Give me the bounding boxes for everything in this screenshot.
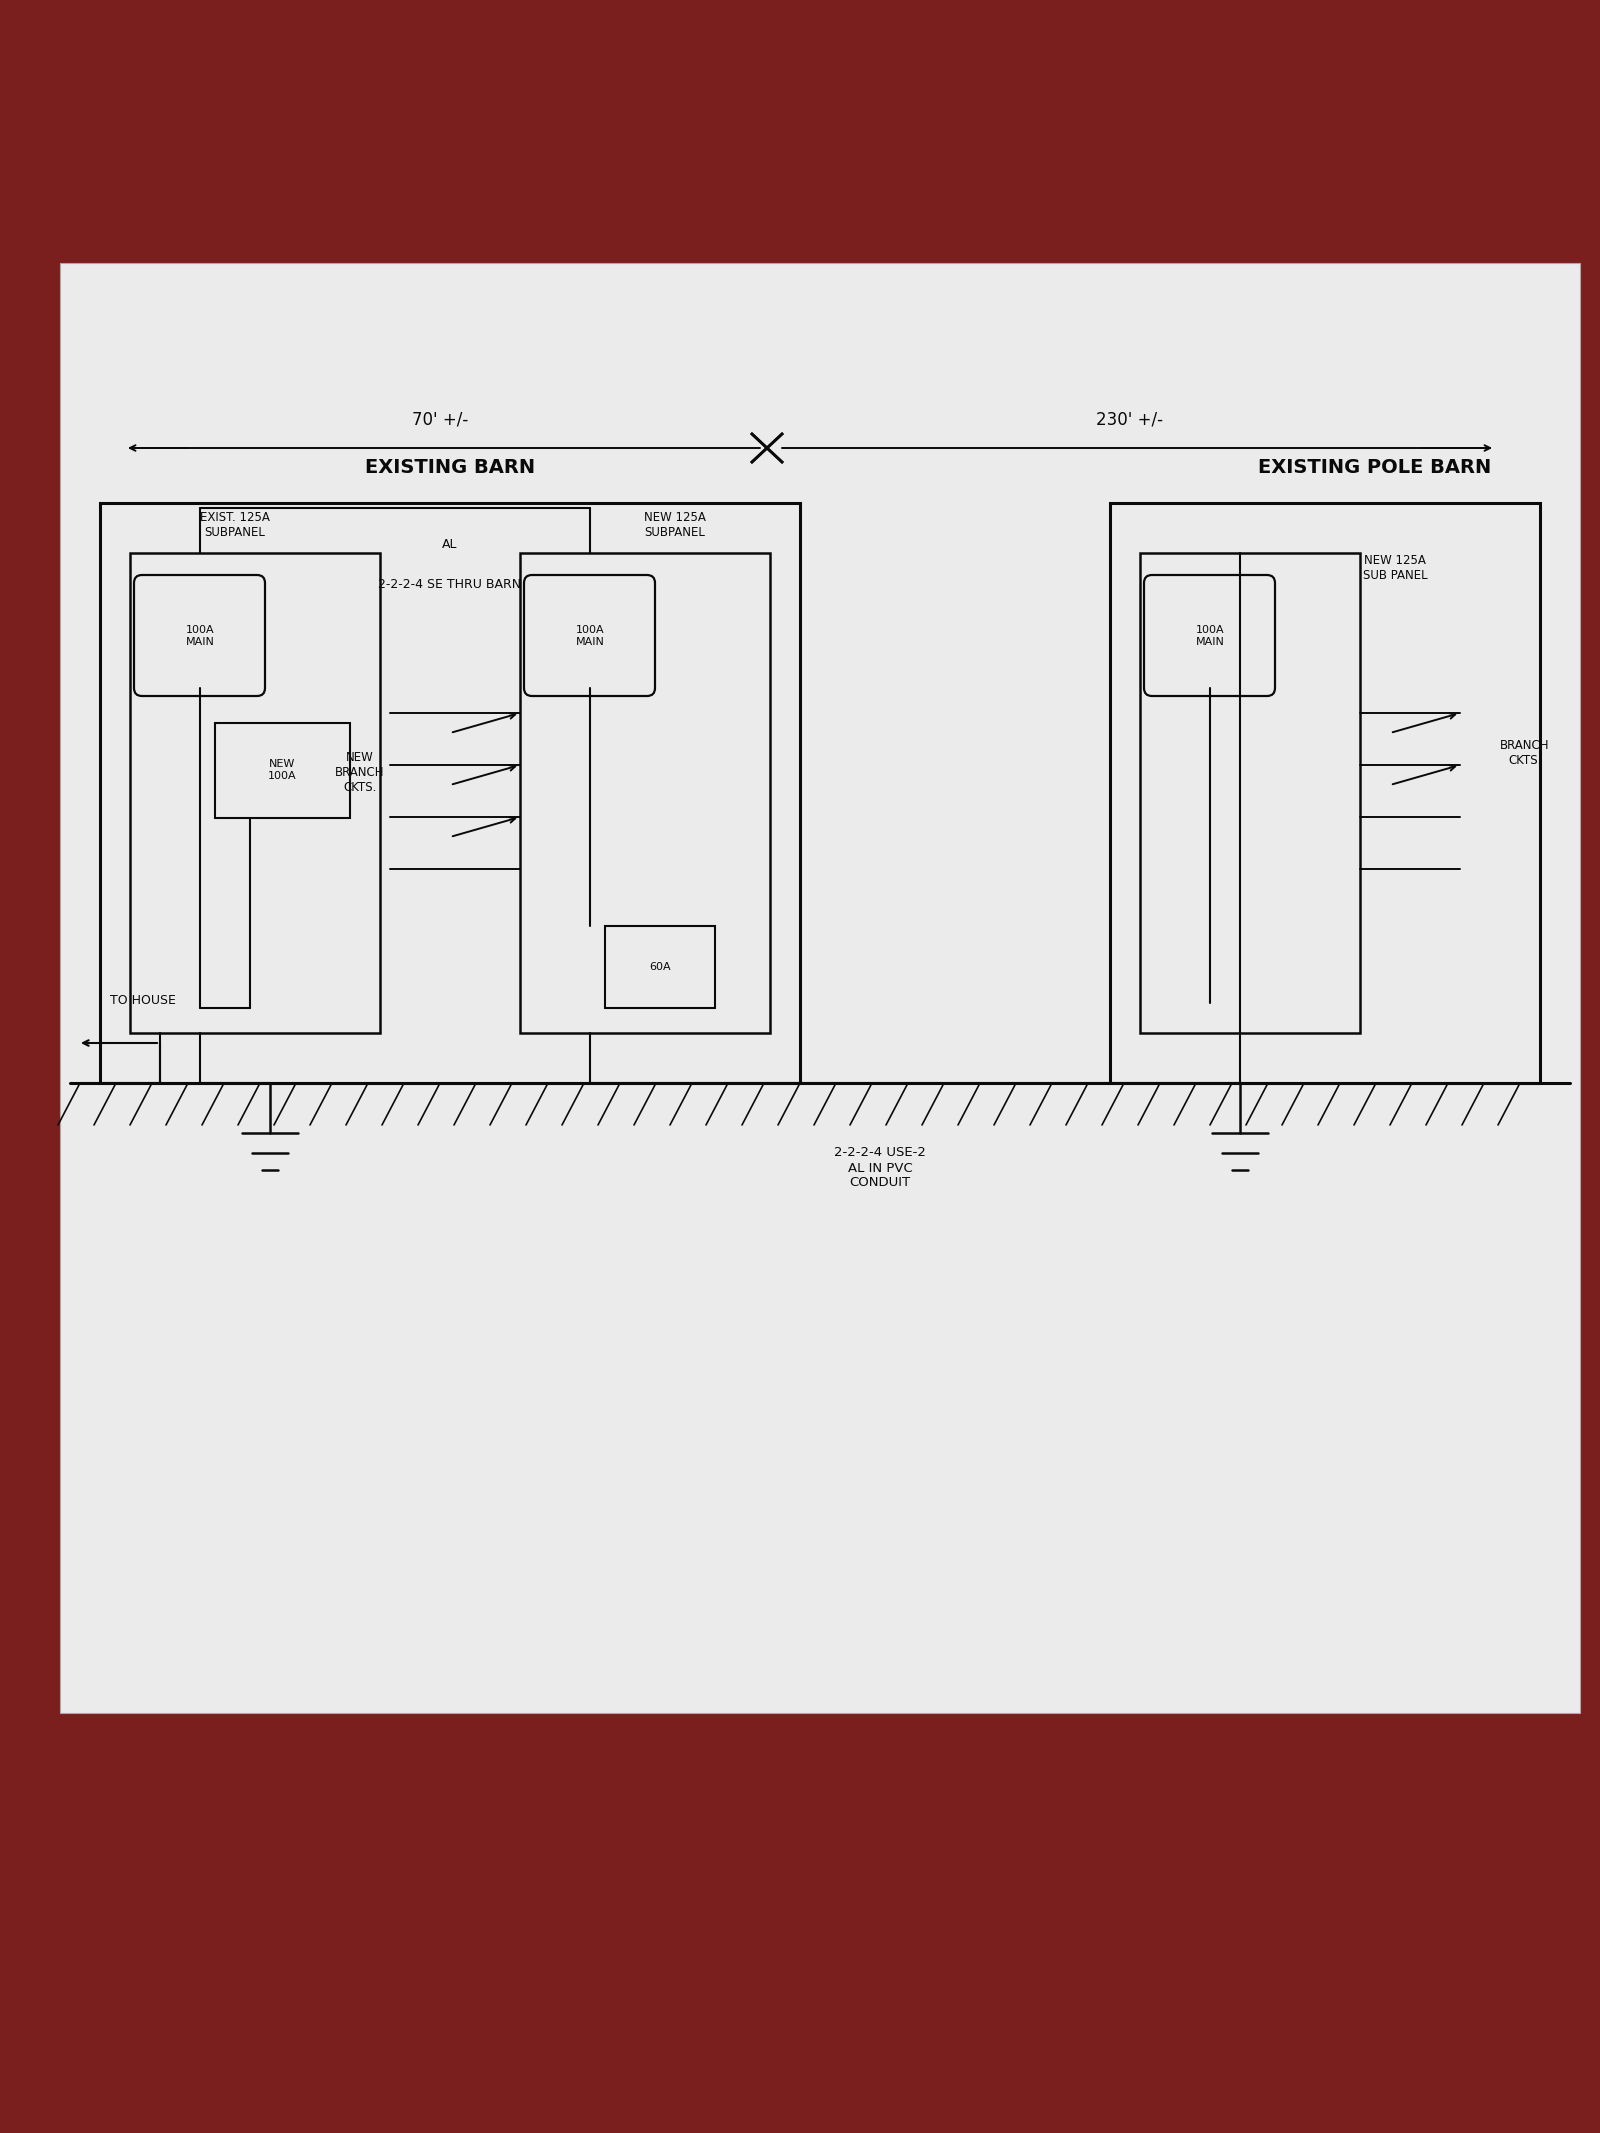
Text: 2-2-2-4 SE THRU BARN: 2-2-2-4 SE THRU BARN: [379, 578, 522, 591]
Text: 60A: 60A: [650, 962, 670, 973]
Text: AL: AL: [442, 538, 458, 552]
Text: NEW 125A
SUBPANEL: NEW 125A SUBPANEL: [645, 512, 706, 540]
Text: BRANCH
CKTS.: BRANCH CKTS.: [1501, 738, 1549, 768]
Text: NEW
BRANCH
CKTS.: NEW BRANCH CKTS.: [336, 751, 384, 793]
Text: 70' +/-: 70' +/-: [411, 412, 469, 429]
Text: 230' +/-: 230' +/-: [1096, 412, 1163, 429]
Text: NEW
100A: NEW 100A: [267, 759, 296, 781]
Text: EXIST. 125A
SUBPANEL: EXIST. 125A SUBPANEL: [200, 512, 270, 540]
Text: NEW 125A
SUB PANEL: NEW 125A SUB PANEL: [1363, 555, 1427, 582]
Text: 2-2-2-4 USE-2
AL IN PVC
CONDUIT: 2-2-2-4 USE-2 AL IN PVC CONDUIT: [834, 1148, 926, 1190]
FancyBboxPatch shape: [61, 262, 1581, 1713]
Text: EXISTING BARN: EXISTING BARN: [365, 459, 534, 478]
Text: TO HOUSE: TO HOUSE: [110, 994, 176, 1007]
Text: EXISTING POLE BARN: EXISTING POLE BARN: [1258, 459, 1491, 478]
Text: 100A
MAIN: 100A MAIN: [186, 625, 214, 646]
Text: 100A
MAIN: 100A MAIN: [1195, 625, 1224, 646]
Text: 100A
MAIN: 100A MAIN: [576, 625, 605, 646]
